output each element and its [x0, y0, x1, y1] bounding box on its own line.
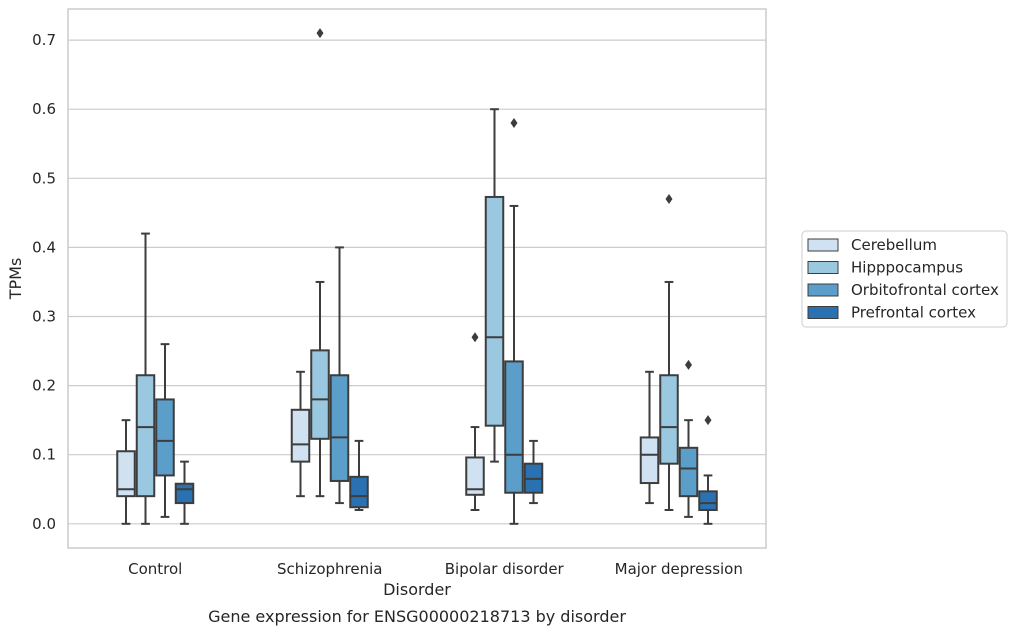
y-tick-label: 0.0 — [32, 515, 56, 533]
y-tick-label: 0.1 — [32, 446, 56, 464]
legend-label: Cerebellum — [851, 236, 937, 254]
box-3-3 — [698, 415, 718, 525]
box-2-3 — [523, 439, 544, 505]
x-tick-label: Schizophrenia — [277, 560, 382, 578]
box-body — [465, 456, 485, 496]
box-body — [116, 450, 136, 498]
outlier-point — [665, 194, 673, 205]
y-tick-label: 0.3 — [32, 308, 56, 326]
box-1-0 — [290, 370, 311, 498]
box-body — [484, 195, 505, 427]
y-tick-label: 0.5 — [32, 169, 56, 187]
outlier-point — [704, 415, 712, 426]
y-tick-label: 0.4 — [32, 238, 56, 256]
legend-item: Cerebellum — [807, 236, 937, 254]
box-2-2 — [504, 118, 524, 525]
y-tick-label: 0.6 — [32, 100, 56, 118]
box-body — [349, 475, 369, 509]
box-3-1 — [659, 194, 679, 511]
box-3-0 — [639, 370, 660, 505]
y-axis-ticks: 0.0 0.1 0.2 0.3 0.4 0.5 0.6 0.7 — [32, 31, 56, 533]
legend-swatch — [807, 238, 839, 252]
box-body — [310, 349, 330, 440]
legend-swatch — [807, 283, 839, 297]
grid-lines — [68, 39, 766, 525]
chart-caption: Gene expression for ENSG00000218713 by d… — [208, 607, 626, 626]
x-tick-label: Control — [128, 560, 182, 578]
legend-frame — [801, 230, 1008, 328]
box-body — [678, 446, 699, 498]
box-2-0 — [465, 332, 485, 511]
legend-item: Hipppocampus — [807, 259, 963, 277]
x-tick-label: Bipolar disorder — [445, 560, 565, 578]
x-axis-label: Disorder — [383, 580, 451, 599]
x-tick-label: Major depression — [615, 560, 743, 578]
box-body — [698, 490, 718, 511]
box-0-3 — [174, 460, 195, 525]
box-2-1 — [484, 108, 505, 463]
box-body — [659, 374, 679, 465]
box-body — [504, 360, 524, 494]
box-3-2 — [678, 359, 699, 518]
box-body — [174, 482, 195, 505]
legend: Cerebellum Hipppocampus Orbitofrontal cort… — [801, 230, 1008, 328]
box-0-0 — [116, 419, 136, 525]
box-1-3 — [349, 439, 369, 511]
box-body — [639, 436, 660, 485]
box-series — [116, 28, 718, 525]
legend-swatch — [807, 261, 839, 274]
outlier-point — [685, 359, 692, 370]
y-tick-label: 0.7 — [32, 31, 56, 49]
outlier-point — [316, 28, 324, 39]
y-tick-label: 0.2 — [32, 377, 56, 395]
box-body — [329, 374, 350, 482]
legend-item: Prefrontal cortex — [807, 304, 976, 322]
y-axis-label: TPMs — [6, 258, 25, 301]
legend-swatch — [807, 306, 839, 319]
x-axis-ticks: Control Schizophrenia Bipolar disorder Majo… — [128, 560, 743, 578]
legend-label: Prefrontal cortex — [851, 304, 976, 322]
legend-label: Hipppocampus — [851, 259, 963, 277]
box-0-2 — [155, 343, 175, 518]
box-0-1 — [135, 232, 156, 525]
box-1-2 — [329, 246, 350, 505]
outlier-point — [510, 118, 518, 129]
box-body — [155, 398, 175, 477]
plot-frame — [67, 8, 767, 549]
legend-label: Orbitofrontal cortex — [851, 281, 999, 299]
box-body — [290, 408, 311, 463]
outlier-point — [471, 332, 479, 343]
legend-item: Orbitofrontal cortex — [807, 281, 999, 299]
box-1-1 — [310, 28, 330, 498]
box-body — [135, 374, 156, 498]
